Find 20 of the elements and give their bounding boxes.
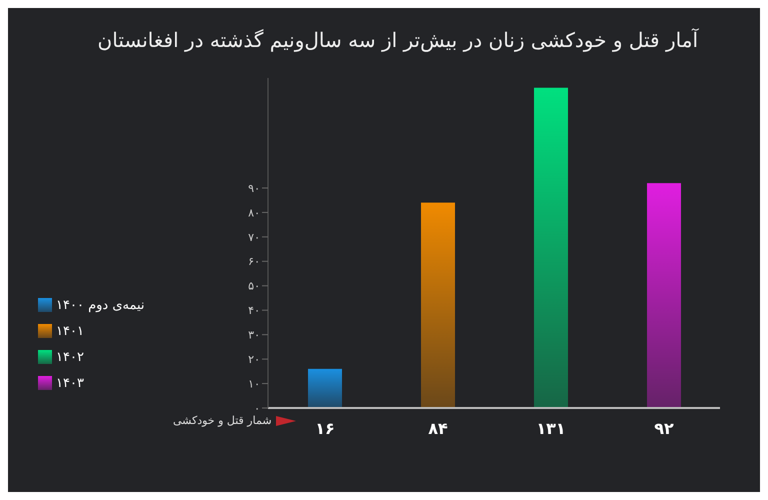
y-tick-label: ۷۰: [248, 230, 260, 244]
data-label: ۱۳۱: [536, 419, 566, 438]
y-tick-label: ۶۰: [248, 255, 260, 268]
y-tick-label: ۰: [254, 402, 260, 415]
data-label: ۱۶: [315, 419, 335, 438]
y-tick-label: ۵۰: [248, 280, 260, 293]
legend-label: ۱۴۰۲: [56, 349, 85, 367]
y-tick-label: ۴۰: [248, 304, 260, 318]
x-axis-title: شمار قتل و خودکشی: [173, 414, 272, 427]
legend-label: ۱۴۰۳: [56, 375, 85, 393]
data-label: ۹۲: [654, 419, 674, 438]
legend-label: نیمه‌ی دوم ۱۴۰۰: [56, 297, 146, 315]
y-tick-label: ۳۰: [248, 328, 260, 342]
y-tick-label: ۹۰: [248, 182, 260, 195]
y-tick-label: ۸۰: [248, 206, 260, 220]
legend-label: ۱۴۰۱: [56, 323, 85, 341]
chart-title: آمار قتل و خودکشی زنان در بیش‌تر از سه سال‌ونیم گذشته در افغانستان: [98, 28, 698, 52]
y-tick-label: ۱۰: [248, 377, 260, 390]
data-label: ۸۴: [428, 419, 448, 438]
y-tick-label: ۲۰: [248, 353, 260, 366]
